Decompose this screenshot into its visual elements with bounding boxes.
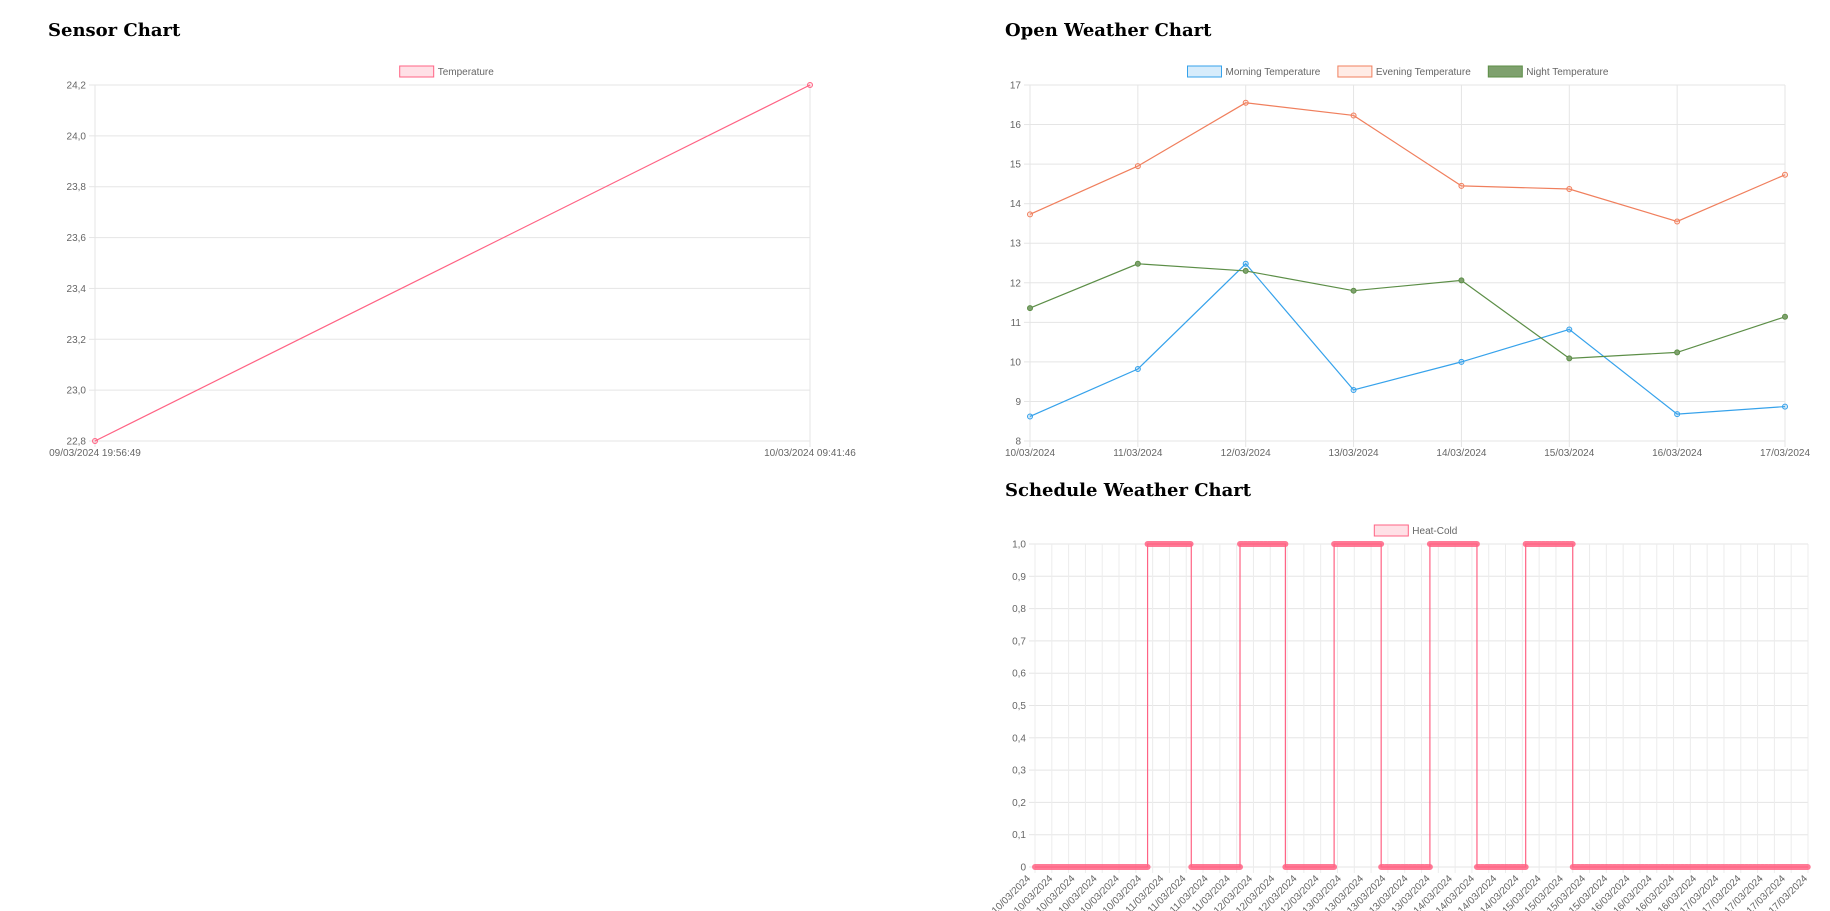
data-point-openweather-0-4 <box>1458 358 1465 365</box>
y-tick-label-sensor-4: 23,4 <box>67 284 87 295</box>
series-line-sensor-0 <box>94 84 811 442</box>
legend-label-openweather-0: Morning Temperature <box>1226 67 1321 78</box>
data-point-openweather-2-2 <box>1242 267 1249 274</box>
x-tick-label-openweather-5: 15/03/2024 <box>1544 448 1594 459</box>
x-tick-label-sensor-0: 09/03/2024 19:56:49 <box>49 448 141 459</box>
y-tick-label-openweather-7: 10 <box>1010 357 1022 368</box>
series-line-schedule-0 <box>1035 543 1808 868</box>
y-tick-label-openweather-3: 14 <box>1010 199 1022 210</box>
legend-swatch-openweather-1 <box>1337 65 1373 78</box>
y-tick-label-schedule-6: 0,4 <box>1012 733 1026 744</box>
open-weather-chart-title: Open Weather Chart <box>1005 20 1212 41</box>
y-tick-label-openweather-2: 15 <box>1010 160 1022 171</box>
y-tick-label-openweather-8: 9 <box>1015 397 1021 408</box>
data-point-sensor-0-1 <box>807 82 813 88</box>
data-point-openweather-0-1 <box>1134 366 1141 373</box>
legend-swatch-openweather-0 <box>1187 65 1222 78</box>
x-tick-label-openweather-3: 13/03/2024 <box>1329 448 1379 459</box>
legend-label-openweather-1: Evening Temperature <box>1376 67 1471 78</box>
y-tick-label-schedule-1: 0,9 <box>1012 572 1026 583</box>
y-tick-label-openweather-5: 12 <box>1010 278 1022 289</box>
legend-swatch-schedule-0 <box>1373 524 1409 537</box>
legend-swatch-sensor-0 <box>399 65 435 78</box>
legend-label-sensor-0: Temperature <box>438 67 495 78</box>
legend-swatch-openweather-2 <box>1487 65 1523 78</box>
y-tick-label-schedule-10: 0 <box>1020 863 1026 874</box>
data-point-openweather-2-5 <box>1566 355 1573 362</box>
legend-label-openweather-2: Night Temperature <box>1526 67 1609 78</box>
data-point-openweather-1-2 <box>1242 99 1249 106</box>
y-tick-label-sensor-0: 24,2 <box>67 81 87 92</box>
y-tick-label-schedule-2: 0,8 <box>1012 604 1026 615</box>
y-tick-label-schedule-8: 0,2 <box>1012 798 1026 809</box>
y-tick-label-schedule-7: 0,3 <box>1012 766 1026 777</box>
data-point-openweather-1-5 <box>1566 186 1573 193</box>
data-point-openweather-1-7 <box>1782 171 1788 178</box>
data-point-openweather-0-0 <box>1027 413 1033 420</box>
data-point-openweather-1-1 <box>1134 163 1141 170</box>
x-tick-label-openweather-7: 17/03/2024 <box>1760 448 1810 459</box>
y-tick-label-schedule-0: 1,0 <box>1012 540 1026 551</box>
x-tick-label-openweather-1: 11/03/2024 <box>1113 448 1163 459</box>
data-point-openweather-0-5 <box>1566 326 1573 333</box>
data-point-openweather-2-1 <box>1134 260 1141 267</box>
sensor-chart-title: Sensor Chart <box>48 20 181 41</box>
x-tick-label-sensor-1: 10/03/2024 09:41:46 <box>764 448 856 459</box>
y-tick-label-sensor-3: 23,6 <box>67 233 87 244</box>
series-line-openweather-0 <box>1029 262 1786 418</box>
schedule-weather-chart-title: Schedule Weather Chart <box>1005 480 1252 501</box>
legend-label-schedule-0: Heat-Cold <box>1412 526 1457 537</box>
y-tick-label-openweather-4: 13 <box>1010 239 1022 250</box>
y-tick-label-schedule-4: 0,6 <box>1012 669 1026 680</box>
data-point-openweather-0-6 <box>1674 411 1681 418</box>
data-point-openweather-2-6 <box>1674 349 1681 356</box>
series-line-openweather-2 <box>1029 263 1786 359</box>
x-tick-label-openweather-4: 14/03/2024 <box>1436 448 1486 459</box>
data-point-openweather-0-7 <box>1782 403 1788 410</box>
y-tick-label-openweather-9: 8 <box>1015 437 1021 448</box>
data-point-sensor-0-0 <box>92 438 98 444</box>
y-tick-label-schedule-3: 0,7 <box>1012 636 1026 647</box>
y-tick-label-sensor-2: 23,8 <box>67 182 87 193</box>
data-point-openweather-2-0 <box>1027 305 1033 312</box>
y-tick-label-schedule-5: 0,5 <box>1012 701 1026 712</box>
y-tick-label-sensor-5: 23,2 <box>67 335 87 346</box>
x-tick-label-openweather-6: 16/03/2024 <box>1652 448 1702 459</box>
data-point-openweather-1-6 <box>1674 218 1681 225</box>
y-tick-label-sensor-6: 23,0 <box>67 386 87 397</box>
y-tick-label-schedule-9: 0,1 <box>1012 830 1026 841</box>
y-tick-label-sensor-1: 24,0 <box>67 131 87 142</box>
y-tick-label-openweather-0: 17 <box>1010 81 1022 92</box>
data-point-openweather-1-4 <box>1458 182 1465 189</box>
data-point-openweather-0-3 <box>1350 386 1357 393</box>
data-point-openweather-1-3 <box>1350 112 1357 119</box>
y-tick-label-openweather-1: 16 <box>1010 120 1022 131</box>
x-tick-label-openweather-2: 12/03/2024 <box>1221 448 1271 459</box>
data-point-openweather-2-4 <box>1458 277 1465 284</box>
series-line-openweather-1 <box>1029 102 1786 223</box>
data-point-openweather-2-3 <box>1350 287 1357 294</box>
data-point-openweather-1-0 <box>1027 211 1033 218</box>
x-tick-label-openweather-0: 10/03/2024 <box>1005 448 1055 459</box>
data-point-openweather-0-2 <box>1242 260 1249 267</box>
y-tick-label-openweather-6: 11 <box>1011 318 1022 329</box>
y-tick-label-sensor-7: 22,8 <box>67 437 87 448</box>
data-point-openweather-2-7 <box>1782 313 1788 320</box>
